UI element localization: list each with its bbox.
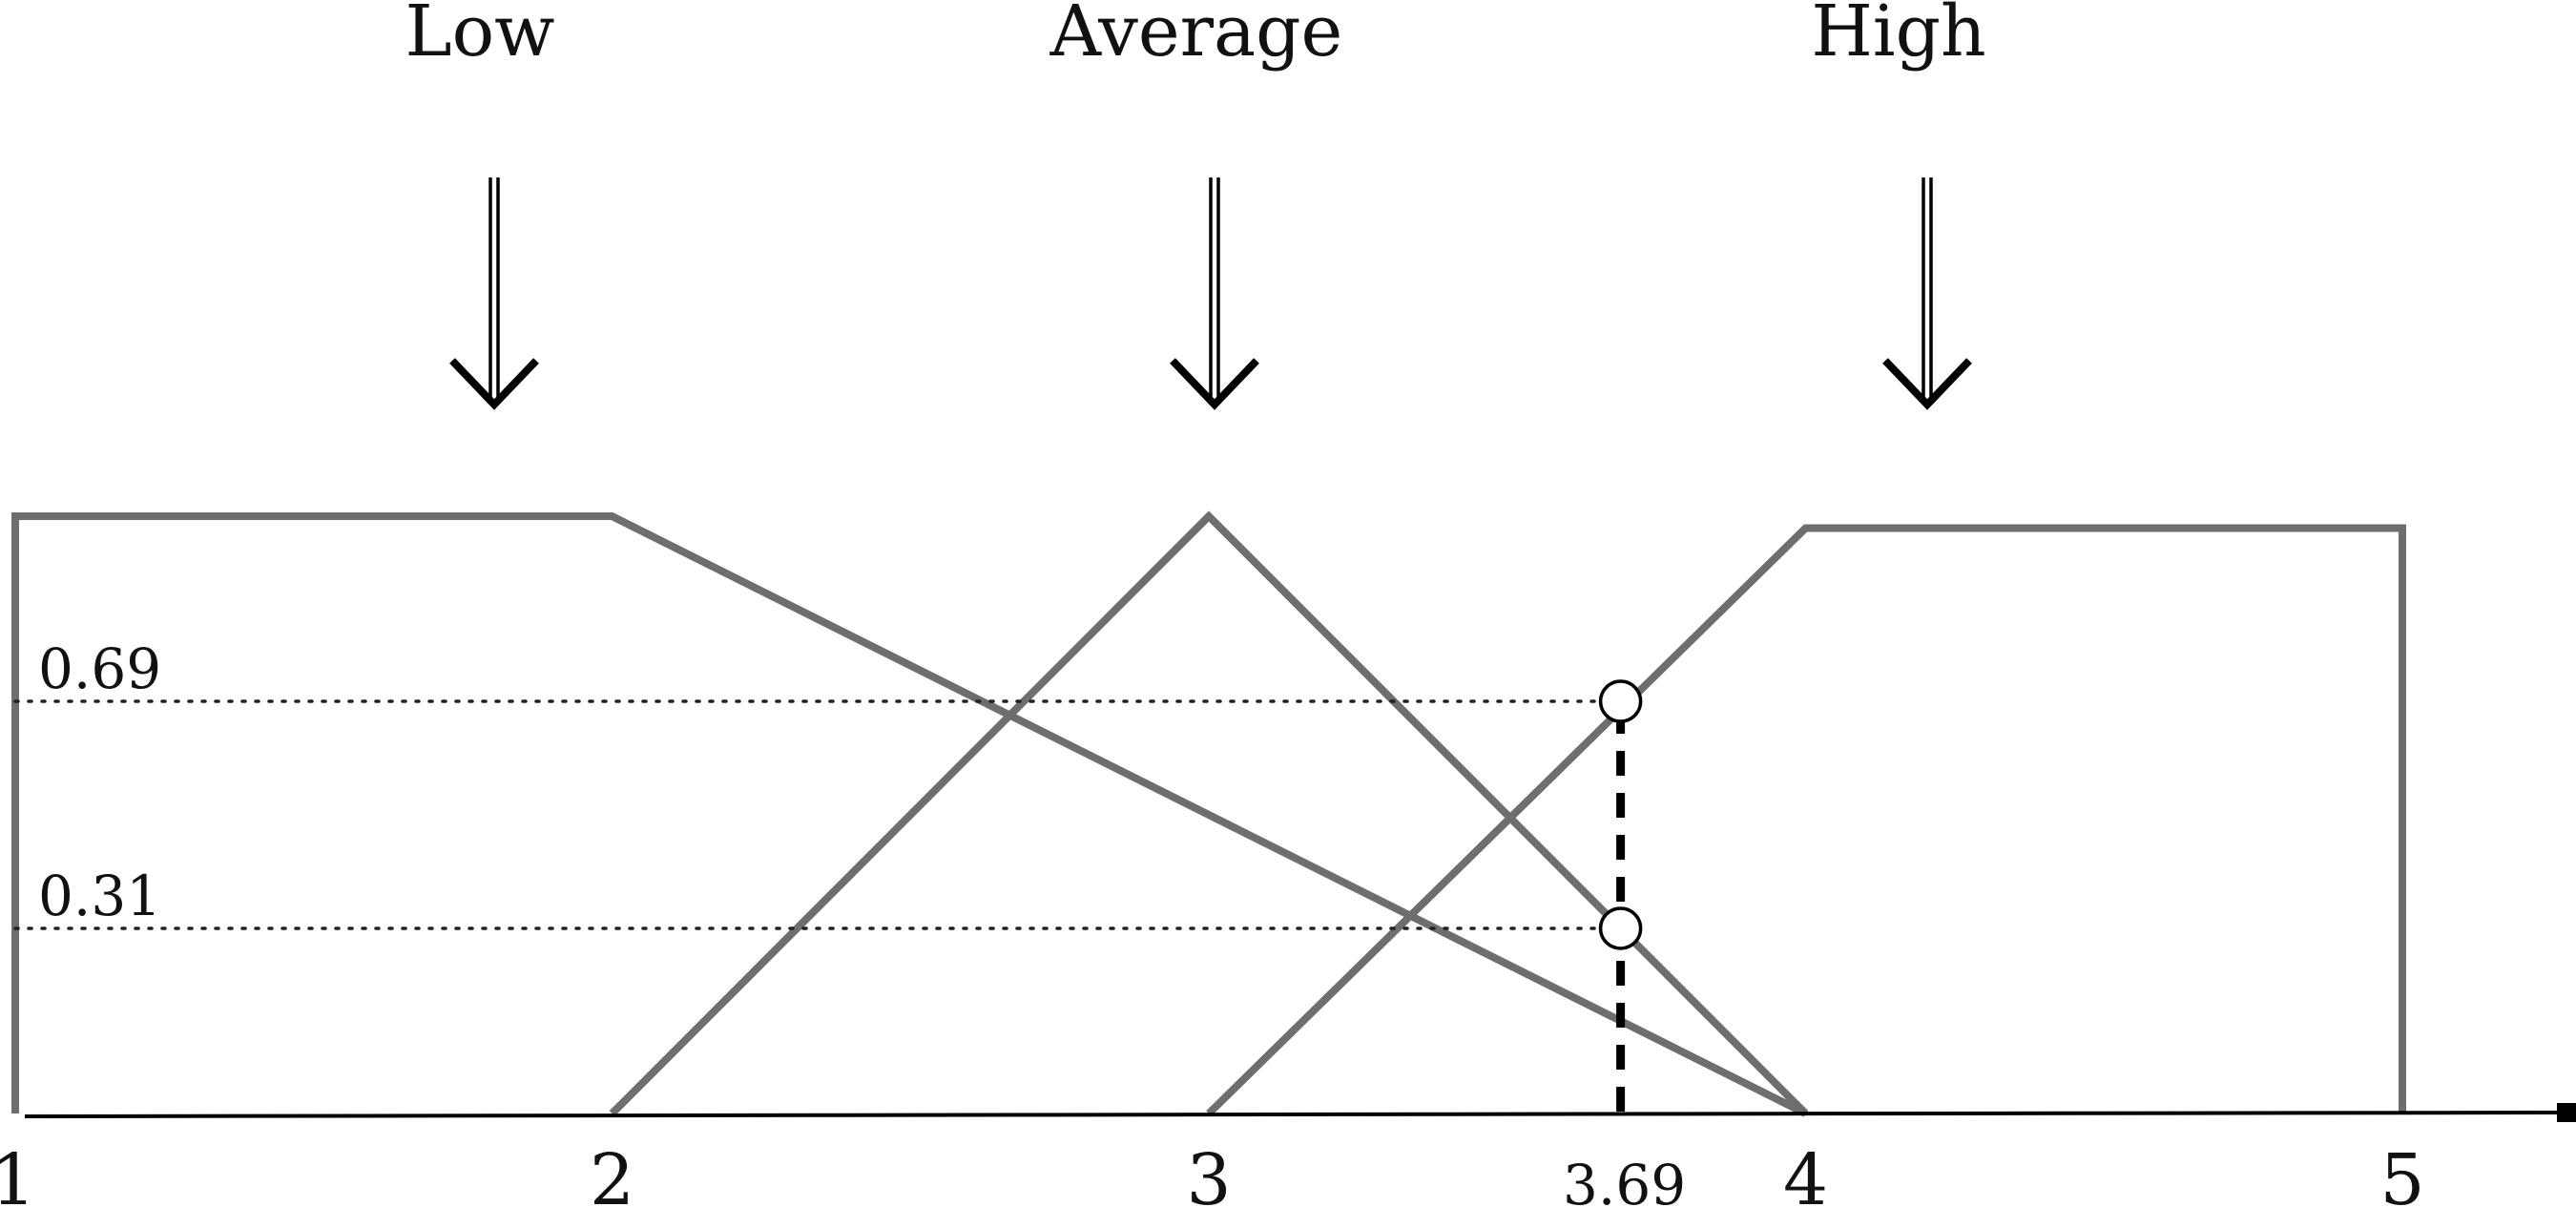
category-label-average: Average [1049, 0, 1343, 73]
membership-curves-group [11, 510, 2406, 1117]
category-label-low: Low [405, 0, 554, 73]
arrow-low-icon [449, 177, 539, 410]
tick-label-3: 3 [1186, 1139, 1231, 1207]
level-label-0.31: 0.31 [38, 864, 161, 928]
arrows-group [449, 177, 1972, 410]
level-lines-group [13, 679, 1643, 1113]
category-label-high: High [1811, 0, 1985, 73]
tick-label-2: 2 [590, 1139, 634, 1207]
level-label-0.69: 0.69 [38, 636, 161, 701]
membership-curve-high [1206, 524, 2406, 1116]
x-axis-line [24, 1111, 2562, 1118]
labels-group: 1 2 3 4 5 3.69 0.69 0.31 Low Average High [0, 0, 2425, 1207]
tick-label-4: 4 [1783, 1139, 1828, 1207]
arrow-high-icon [1882, 177, 1972, 410]
intersection-point-0.69 [1598, 679, 1643, 723]
marker-value-label: 3.69 [1563, 1153, 1686, 1207]
tick-label-1: 1 [0, 1139, 36, 1207]
membership-curve-low [11, 512, 1808, 1117]
arrow-average-icon [1170, 177, 1259, 410]
x-axis-group [24, 1103, 2576, 1122]
axis-end-marker [2557, 1103, 2576, 1122]
tick-label-5: 5 [2379, 1139, 2424, 1207]
intersection-point-0.31 [1598, 906, 1643, 950]
